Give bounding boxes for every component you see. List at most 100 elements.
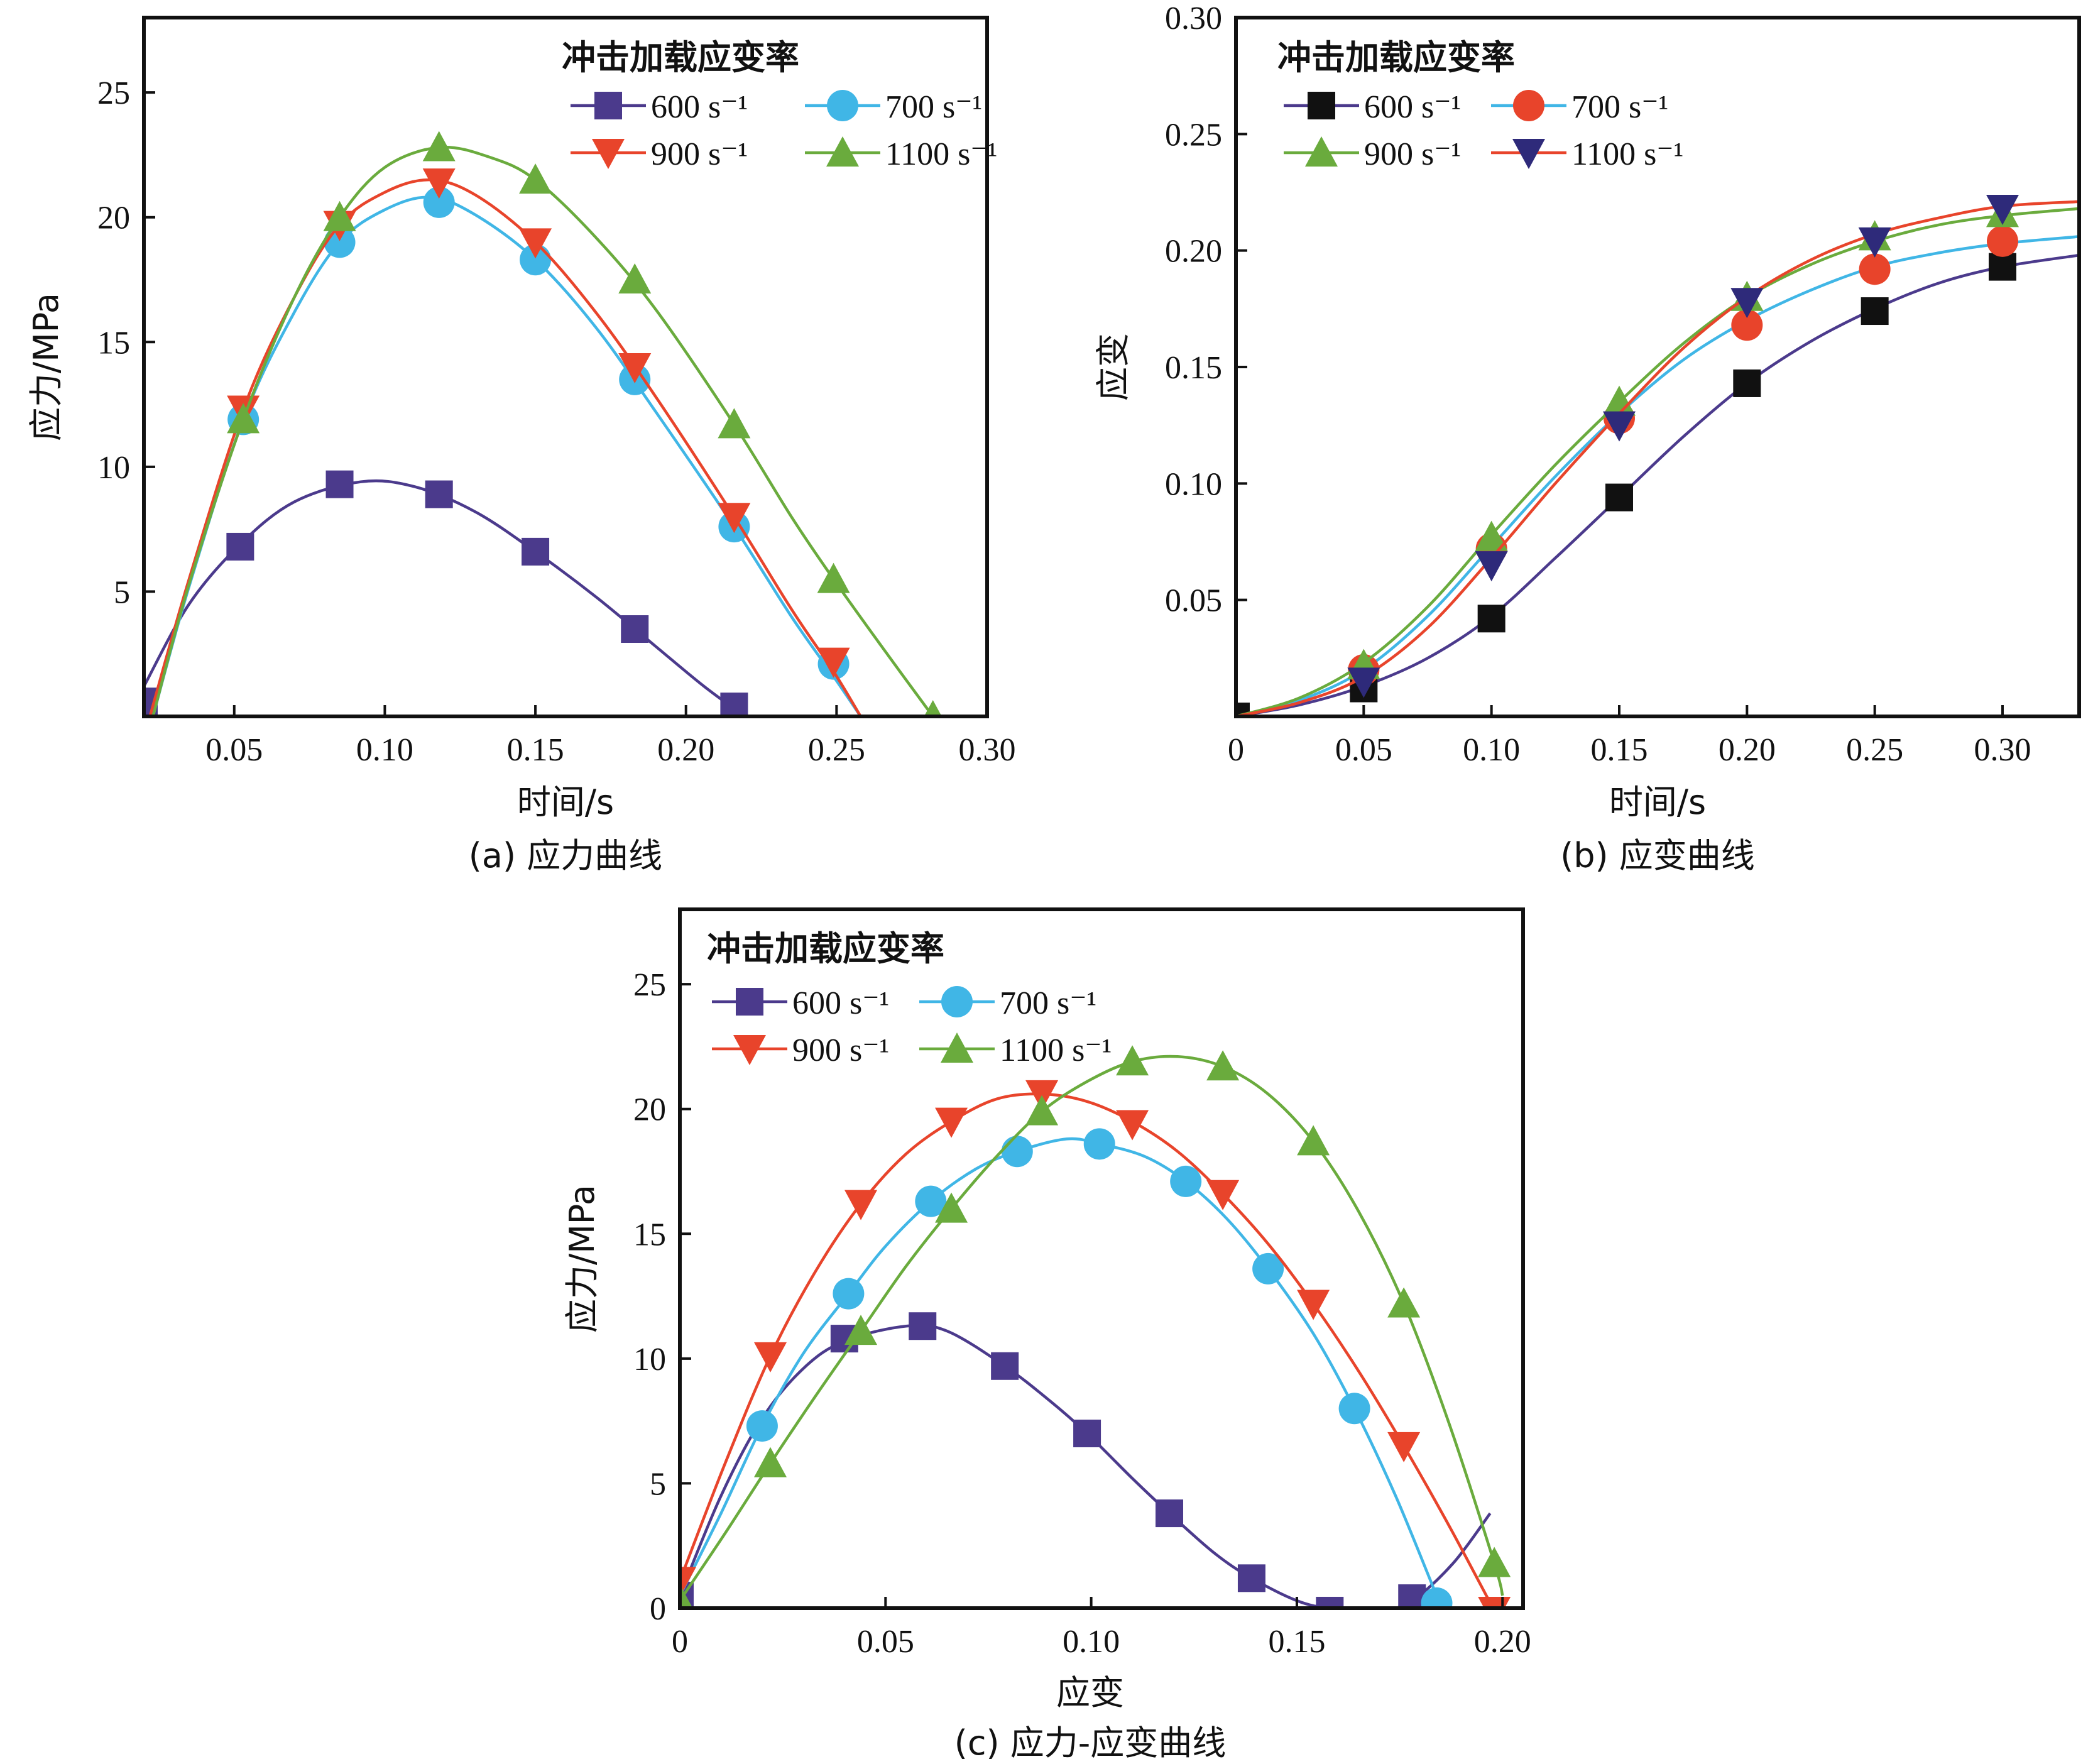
series-900-s bbox=[1236, 197, 2079, 716]
x-tick-label: 0.10 bbox=[1063, 1624, 1120, 1660]
series-600-s-point bbox=[909, 1312, 937, 1340]
legend-marker bbox=[1308, 92, 1335, 119]
series-900-s-point bbox=[754, 1342, 787, 1372]
series-900-s-point bbox=[1116, 1110, 1149, 1141]
series-700-s-point bbox=[423, 186, 455, 218]
legend-marker bbox=[594, 92, 622, 119]
series-1100-s-point bbox=[1858, 227, 1891, 258]
x-tick-label: 0.20 bbox=[1719, 732, 1776, 768]
series-600-s-point bbox=[522, 537, 550, 566]
series-600-s-point bbox=[1237, 1564, 1265, 1592]
series-900-s-point bbox=[1478, 1596, 1511, 1608]
legend-label: 600 s⁻¹ bbox=[651, 89, 748, 125]
series-900-s-line bbox=[680, 1092, 1495, 1608]
series-700-s-point bbox=[1859, 253, 1891, 285]
series-600-s-line bbox=[1236, 253, 2079, 716]
x-axis-label: 时间/s bbox=[1609, 782, 1706, 822]
x-tick-label: 0.05 bbox=[857, 1624, 914, 1660]
series-1100-s-point bbox=[1603, 411, 1636, 442]
y-tick-label: 15 bbox=[633, 1217, 666, 1252]
legend-entry: 1100 s⁻¹ bbox=[805, 136, 997, 172]
plot-frame bbox=[142, 16, 989, 718]
series-1100-s-point bbox=[519, 163, 552, 194]
x-axis-label: 时间/s bbox=[517, 782, 614, 822]
series-700-s-point bbox=[746, 1410, 778, 1442]
series-900-s-point bbox=[1297, 1290, 1330, 1320]
panel-b-strain-time: 0 0.05 0.10 0.15 0.20 0.25 0.30 0.05 0.10 0.15 0.2… bbox=[1093, 1, 2081, 875]
panel-caption: (b) 应变曲线 bbox=[1560, 836, 1755, 875]
series-1100-s-point bbox=[227, 403, 260, 434]
legend: 冲击加载应变率 600 s⁻¹ 700 s⁻¹ 900 s⁻¹ 1100 s⁻¹ bbox=[707, 929, 1112, 1068]
x-tick-label: 0 bbox=[1228, 732, 1244, 768]
series-700-s-point bbox=[1001, 1136, 1033, 1168]
series-700-s-point bbox=[1987, 225, 2018, 257]
series-1100-s-line bbox=[1236, 200, 2079, 716]
legend-entry: 700 s⁻¹ bbox=[805, 89, 982, 125]
y-tick-label: 0.05 bbox=[1165, 583, 1222, 619]
series-700-s-point bbox=[1731, 309, 1763, 341]
x-tick-label: 0.20 bbox=[657, 732, 714, 768]
x-tick-label: 0.10 bbox=[1463, 732, 1520, 768]
x-tick-label: 0.30 bbox=[1974, 732, 2031, 768]
legend-entry: 700 s⁻¹ bbox=[1491, 89, 1668, 125]
series-1100-s-point bbox=[323, 200, 356, 231]
series-600-s-point bbox=[226, 532, 254, 561]
x-tick-label: 0.15 bbox=[1591, 732, 1648, 768]
series-600-s-point bbox=[1477, 605, 1506, 633]
legend-label: 700 s⁻¹ bbox=[1571, 89, 1668, 125]
series-700-s-point bbox=[833, 1278, 865, 1310]
legend-marker bbox=[592, 139, 625, 169]
series-600-s-point bbox=[1989, 253, 2016, 281]
legend-marker bbox=[827, 90, 858, 121]
legend-marker bbox=[733, 1035, 766, 1065]
series-900-s-point bbox=[1206, 1180, 1240, 1210]
y-tick-label: 0.20 bbox=[1165, 234, 1222, 270]
series-600-s-point bbox=[1733, 369, 1761, 397]
legend-marker bbox=[736, 988, 763, 1016]
series-900-s-line bbox=[148, 178, 862, 716]
series-1100-s-point bbox=[754, 1447, 787, 1477]
x-tick-label: 0.15 bbox=[507, 732, 564, 768]
series-600-s-line bbox=[144, 479, 747, 716]
series-1100-s-point bbox=[1986, 194, 2019, 225]
y-tick-label: 5 bbox=[650, 1466, 666, 1502]
legend-title: 冲击加载应变率 bbox=[1277, 38, 1515, 77]
series-900-s-point bbox=[618, 353, 652, 383]
y-tick-label: 20 bbox=[633, 1092, 666, 1128]
y-tick-label: 25 bbox=[97, 75, 130, 111]
panel-c-stress-strain: 0 0.05 0.10 0.15 0.20 0 5 10 15 20 25 冲击加载应变率 600 … bbox=[562, 907, 1531, 1763]
legend-label: 1100 s⁻¹ bbox=[885, 136, 997, 172]
x-tick-label: 0 bbox=[672, 1624, 688, 1660]
series-600-s-line bbox=[680, 1323, 1492, 1608]
legend-entry: 600 s⁻¹ bbox=[1284, 89, 1461, 125]
series-600-s-point bbox=[1156, 1499, 1184, 1528]
series-700-s bbox=[1236, 225, 2079, 716]
legend-label: 900 s⁻¹ bbox=[792, 1033, 889, 1068]
series-1100-s-point bbox=[1297, 1125, 1330, 1156]
series-1100-s-point bbox=[680, 1584, 693, 1608]
y-tick-label: 0.10 bbox=[1165, 466, 1222, 502]
legend-marker bbox=[1512, 139, 1545, 169]
series-900-s bbox=[680, 1080, 1511, 1608]
legend-marker bbox=[826, 136, 859, 167]
series-600-s-point bbox=[1861, 297, 1889, 326]
series-600-s bbox=[1236, 253, 2079, 716]
series-600-s-point bbox=[991, 1352, 1019, 1380]
legend: 冲击加载应变率 600 s⁻¹ 700 s⁻¹ 900 s⁻¹ 1100 s⁻¹ bbox=[1277, 38, 1683, 172]
x-tick-label: 0.15 bbox=[1268, 1624, 1325, 1660]
series-900-s-point bbox=[718, 503, 751, 534]
x-tick-label: 0.05 bbox=[1335, 732, 1392, 768]
legend-title: 冲击加载应变率 bbox=[562, 38, 799, 77]
legend-marker bbox=[941, 986, 973, 1017]
legend-entry: 900 s⁻¹ bbox=[571, 136, 748, 172]
series-700-s-line bbox=[680, 1137, 1444, 1608]
series-600-s bbox=[680, 1312, 1492, 1608]
series-1100-s-point bbox=[1347, 667, 1380, 698]
series-700-s bbox=[680, 1128, 1453, 1608]
series-1100-s-point bbox=[718, 408, 751, 439]
series-1100-s-point bbox=[1116, 1045, 1149, 1076]
y-tick-label: 5 bbox=[114, 574, 130, 610]
legend-entry: 900 s⁻¹ bbox=[712, 1033, 889, 1068]
series-900-s-point bbox=[817, 647, 850, 678]
legend-label: 1100 s⁻¹ bbox=[1571, 136, 1683, 172]
